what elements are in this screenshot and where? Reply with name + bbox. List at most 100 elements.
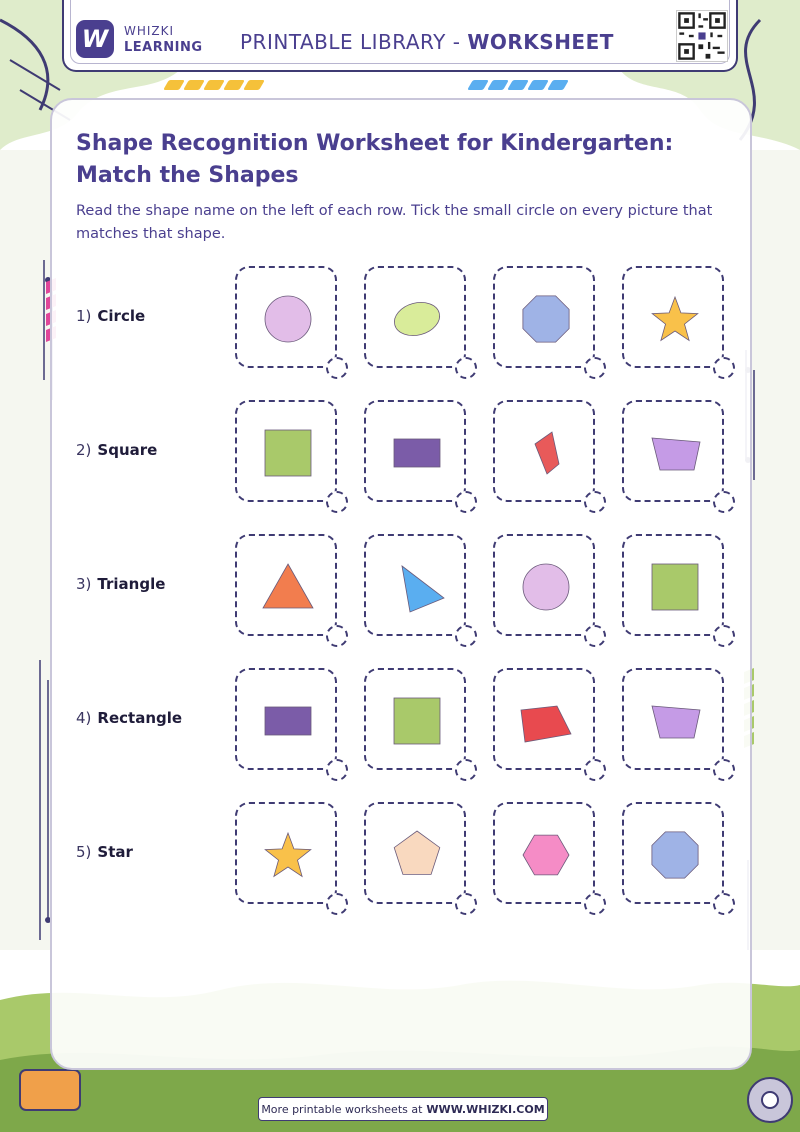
octagon-shape bbox=[522, 295, 570, 343]
shape-card bbox=[364, 802, 466, 904]
tick-circle-checkbox[interactable] bbox=[584, 491, 606, 513]
triangle-tilted-shape bbox=[401, 565, 445, 613]
kite-shape bbox=[534, 431, 560, 475]
tick-circle-checkbox[interactable] bbox=[455, 357, 477, 379]
shape-card bbox=[622, 400, 724, 502]
tick-circle-checkbox[interactable] bbox=[455, 893, 477, 915]
shape-card bbox=[622, 668, 724, 770]
row-number: 1) bbox=[76, 307, 92, 325]
shape-picture bbox=[651, 563, 699, 611]
tick-circle-checkbox[interactable] bbox=[455, 759, 477, 781]
tick-circle-checkbox[interactable] bbox=[326, 759, 348, 781]
tick-circle-checkbox[interactable] bbox=[326, 625, 348, 647]
trapezoid-shape bbox=[651, 437, 701, 471]
row-shape-name: Square bbox=[97, 441, 158, 459]
row-label: 2) Square bbox=[76, 441, 157, 459]
worksheet-title: Shape Recognition Worksheet for Kinderga… bbox=[76, 131, 674, 188]
tick-circle-checkbox[interactable] bbox=[326, 357, 348, 379]
shape-card bbox=[493, 534, 595, 636]
footer-prefix: More printable worksheets at bbox=[261, 1102, 423, 1116]
star-shape bbox=[651, 295, 699, 342]
shape-card bbox=[493, 668, 595, 770]
tick-circle-checkbox[interactable] bbox=[326, 491, 348, 513]
tick-circle-checkbox[interactable] bbox=[713, 759, 735, 781]
star-shape bbox=[264, 831, 312, 878]
shape-picture bbox=[393, 697, 441, 745]
circle-shape bbox=[264, 295, 312, 343]
row-shape-name: Star bbox=[97, 843, 133, 861]
brand-logo: W bbox=[76, 20, 114, 58]
row-shape-name: Rectangle bbox=[97, 709, 183, 727]
shape-picture bbox=[520, 705, 572, 743]
tick-circle-checkbox[interactable] bbox=[584, 625, 606, 647]
worksheet-instructions: Read the shape name on the left of each … bbox=[76, 203, 713, 242]
rectangle-shape bbox=[393, 438, 441, 468]
footer-banner: More printable worksheets at WWW.WHIZKI.C… bbox=[258, 1097, 548, 1121]
shape-picture bbox=[264, 706, 312, 736]
header-title-prefix: PRINTABLE LIBRARY - bbox=[240, 30, 468, 54]
shape-card bbox=[235, 534, 337, 636]
header-stripes-left bbox=[163, 80, 265, 92]
row-shape-name: Circle bbox=[97, 307, 146, 325]
qr-code-icon bbox=[676, 10, 728, 62]
shape-card bbox=[493, 802, 595, 904]
trapezoid-shape bbox=[651, 705, 701, 739]
worksheet-panel bbox=[50, 98, 752, 1070]
quad-red-shape bbox=[520, 705, 572, 743]
shape-picture bbox=[393, 438, 441, 468]
row-label: 5) Star bbox=[76, 843, 133, 861]
brand-name-bottom: LEARNING bbox=[124, 40, 203, 55]
tick-circle-checkbox[interactable] bbox=[584, 357, 606, 379]
shape-card bbox=[364, 668, 466, 770]
tick-circle-checkbox[interactable] bbox=[713, 893, 735, 915]
tick-circle-checkbox[interactable] bbox=[326, 893, 348, 915]
tick-circle-checkbox[interactable] bbox=[584, 759, 606, 781]
shape-card bbox=[364, 400, 466, 502]
shape-card bbox=[364, 266, 466, 368]
header-bar: W WHIZKI LEARNING PRINTABLE LIBRARY - WO… bbox=[62, 0, 738, 72]
row-label: 3) Triangle bbox=[76, 575, 165, 593]
shape-picture bbox=[522, 295, 570, 343]
row-number: 3) bbox=[76, 575, 92, 593]
shape-card bbox=[493, 400, 595, 502]
row-number: 5) bbox=[76, 843, 92, 861]
tick-circle-checkbox[interactable] bbox=[455, 491, 477, 513]
footer-site-link[interactable]: WWW.WHIZKI.COM bbox=[426, 1102, 545, 1116]
header-stripes-right bbox=[467, 80, 569, 92]
shape-picture bbox=[651, 705, 701, 739]
shape-card bbox=[235, 266, 337, 368]
tick-circle-checkbox[interactable] bbox=[455, 625, 477, 647]
shape-card bbox=[622, 266, 724, 368]
shape-picture bbox=[264, 295, 312, 343]
shape-picture bbox=[534, 431, 560, 475]
shape-card bbox=[493, 266, 595, 368]
shape-picture bbox=[651, 831, 699, 879]
row-number: 2) bbox=[76, 441, 92, 459]
oval-shape bbox=[394, 302, 440, 336]
triangle-shape bbox=[262, 563, 314, 609]
shape-picture bbox=[522, 834, 570, 876]
shape-picture bbox=[651, 437, 701, 471]
shape-picture bbox=[393, 830, 441, 875]
tick-circle-checkbox[interactable] bbox=[713, 491, 735, 513]
row-number: 4) bbox=[76, 709, 92, 727]
row-label: 4) Rectangle bbox=[76, 709, 182, 727]
square-shape bbox=[393, 697, 441, 745]
header-title: PRINTABLE LIBRARY - WORKSHEET bbox=[240, 30, 614, 54]
tick-circle-checkbox[interactable] bbox=[713, 357, 735, 379]
row-label: 1) Circle bbox=[76, 307, 145, 325]
shape-picture bbox=[264, 831, 312, 878]
shape-card bbox=[235, 668, 337, 770]
shape-card bbox=[235, 802, 337, 904]
tick-circle-checkbox[interactable] bbox=[584, 893, 606, 915]
shape-picture bbox=[401, 565, 445, 613]
shape-picture bbox=[651, 295, 699, 342]
logo-letter: W bbox=[81, 25, 109, 53]
shape-picture bbox=[522, 563, 570, 611]
shape-card bbox=[364, 534, 466, 636]
row-shape-name: Triangle bbox=[97, 575, 166, 593]
header-inner-frame bbox=[70, 0, 730, 64]
tick-circle-checkbox[interactable] bbox=[713, 625, 735, 647]
hexagon-shape bbox=[522, 834, 570, 876]
shape-card bbox=[622, 802, 724, 904]
